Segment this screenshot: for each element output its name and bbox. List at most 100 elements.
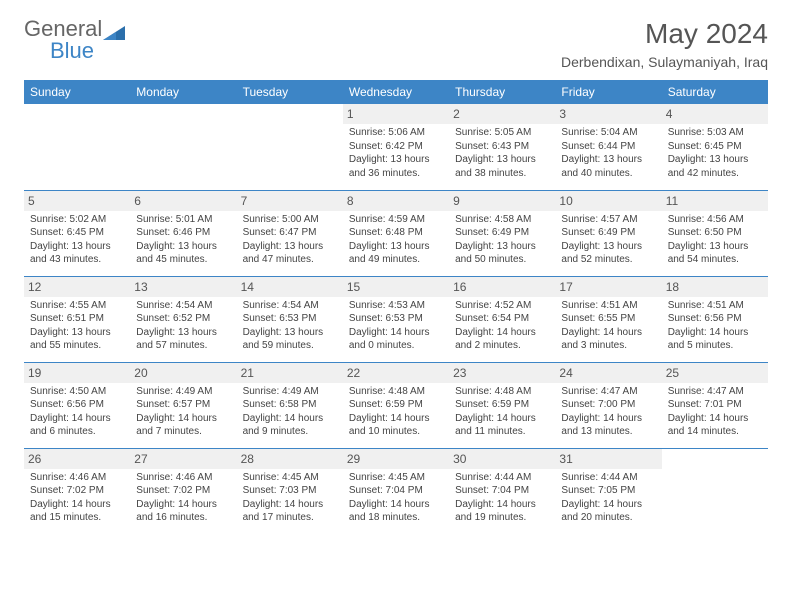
cell-sunset: Sunset: 6:59 PM xyxy=(349,398,443,412)
logo-triangle-icon xyxy=(103,24,125,40)
calendar-cell: 14 Sunrise: 4:54 AMSunset: 6:53 PMDayligh… xyxy=(237,276,343,362)
cell-sunset: Sunset: 6:53 PM xyxy=(243,312,337,326)
weekday-header: Friday xyxy=(555,80,661,104)
cell-sunrise: Sunrise: 5:00 AM xyxy=(243,213,337,227)
calendar-cell: 25 Sunrise: 4:47 AMSunset: 7:01 PMDayligh… xyxy=(662,362,768,448)
cell-sunrise: Sunrise: 4:57 AM xyxy=(561,213,655,227)
calendar-cell: 28Sunrise: 4:45 AMSunset: 7:03 PMDayligh… xyxy=(237,448,343,534)
cell-sunrise: Sunrise: 4:51 AM xyxy=(668,299,762,313)
cell-sunset: Sunset: 7:01 PM xyxy=(668,398,762,412)
cell-sunrise: Sunrise: 5:06 AM xyxy=(349,126,443,140)
logo: GeneralBlue xyxy=(24,18,125,62)
cell-sunrise: Sunrise: 5:04 AM xyxy=(561,126,655,140)
cell-sunrise: Sunrise: 4:45 AM xyxy=(243,471,337,485)
cell-daylight: Daylight: 14 hours and 3 minutes. xyxy=(561,326,655,353)
cell-sunset: Sunset: 6:50 PM xyxy=(668,226,762,240)
calendar-cell: 10Sunrise: 4:57 AMSunset: 6:49 PMDayligh… xyxy=(555,190,661,276)
cell-daylight: Daylight: 13 hours and 54 minutes. xyxy=(668,240,762,267)
day-number: 19 xyxy=(24,363,130,383)
cell-sunrise: Sunrise: 4:54 AM xyxy=(243,299,337,313)
calendar-table: SundayMondayTuesdayWednesdayThursdayFrid… xyxy=(24,80,768,534)
cell-sunrise: Sunrise: 4:47 AM xyxy=(561,385,655,399)
cell-daylight: Daylight: 14 hours and 13 minutes. xyxy=(561,412,655,439)
cell-sunrise: Sunrise: 4:58 AM xyxy=(455,213,549,227)
logo-text-general: General xyxy=(24,18,102,40)
day-number: 2 xyxy=(449,104,555,124)
cell-sunrise: Sunrise: 4:46 AM xyxy=(30,471,124,485)
cell-daylight: Daylight: 13 hours and 42 minutes. xyxy=(668,153,762,180)
cell-sunset: Sunset: 6:53 PM xyxy=(349,312,443,326)
cell-sunset: Sunset: 6:45 PM xyxy=(30,226,124,240)
calendar-body: 1 Sunrise: 5:06 AMSunset: 6:42 PM Daylight… xyxy=(24,104,768,534)
cell-daylight: Daylight: 14 hours and 11 minutes. xyxy=(455,412,549,439)
cell-sunrise: Sunrise: 4:59 AM xyxy=(349,213,443,227)
cell-daylight: Daylight: 14 hours and 14 minutes. xyxy=(668,412,762,439)
cell-daylight: Daylight: 13 hours and 50 minutes. xyxy=(455,240,549,267)
cell-sunrise: Sunrise: 4:47 AM xyxy=(668,385,762,399)
cell-sunrise: Sunrise: 4:51 AM xyxy=(561,299,655,313)
cell-daylight: Daylight: 13 hours and 55 minutes. xyxy=(30,326,124,353)
cell-daylight: Daylight: 14 hours and 15 minutes. xyxy=(30,498,124,525)
cell-sunset: Sunset: 6:42 PM xyxy=(349,140,443,154)
calendar-cell: 1Sunrise: 5:06 AMSunset: 6:42 PMDaylight… xyxy=(343,104,449,190)
cell-sunset: Sunset: 6:46 PM xyxy=(136,226,230,240)
cell-sunset: Sunset: 7:05 PM xyxy=(561,484,655,498)
cell-daylight: Daylight: 13 hours and 52 minutes. xyxy=(561,240,655,267)
day-number: 21 xyxy=(237,363,343,383)
cell-daylight: Daylight: 14 hours and 18 minutes. xyxy=(349,498,443,525)
weekday-header: Tuesday xyxy=(237,80,343,104)
day-number: 14 xyxy=(237,277,343,297)
day-number: 18 xyxy=(662,277,768,297)
cell-sunrise: Sunrise: 5:05 AM xyxy=(455,126,549,140)
day-number: 9 xyxy=(449,191,555,211)
day-number: 8 xyxy=(343,191,449,211)
calendar-cell: 27Sunrise: 4:46 AMSunset: 7:02 PMDayligh… xyxy=(130,448,236,534)
cell-sunrise: Sunrise: 4:48 AM xyxy=(349,385,443,399)
day-number: 25 xyxy=(662,363,768,383)
calendar-cell: 9 Sunrise: 4:58 AMSunset: 6:49 PMDaylight… xyxy=(449,190,555,276)
weekday-header: Wednesday xyxy=(343,80,449,104)
day-number: 11 xyxy=(662,191,768,211)
calendar-header-row: SundayMondayTuesdayWednesdayThursdayFrid… xyxy=(24,80,768,104)
calendar-cell xyxy=(237,104,343,190)
day-number: 24 xyxy=(555,363,661,383)
calendar-cell: 15Sunrise: 4:53 AMSunset: 6:53 PMDayligh… xyxy=(343,276,449,362)
cell-sunrise: Sunrise: 4:55 AM xyxy=(30,299,124,313)
day-number: 31 xyxy=(555,449,661,469)
cell-sunrise: Sunrise: 4:45 AM xyxy=(349,471,443,485)
cell-sunset: Sunset: 7:04 PM xyxy=(349,484,443,498)
cell-sunrise: Sunrise: 4:49 AM xyxy=(243,385,337,399)
cell-sunset: Sunset: 6:49 PM xyxy=(455,226,549,240)
cell-sunset: Sunset: 6:44 PM xyxy=(561,140,655,154)
cell-daylight: Daylight: 13 hours and 59 minutes. xyxy=(243,326,337,353)
day-number: 30 xyxy=(449,449,555,469)
calendar-cell: 22Sunrise: 4:48 AMSunset: 6:59 PMDayligh… xyxy=(343,362,449,448)
cell-sunset: Sunset: 6:56 PM xyxy=(30,398,124,412)
calendar-cell: 31 Sunrise: 4:44 AMSunset: 7:05 PMDayligh… xyxy=(555,448,661,534)
day-number: 17 xyxy=(555,277,661,297)
calendar-cell: 19Sunrise: 4:50 AMSunset: 6:56 PMDayligh… xyxy=(24,362,130,448)
calendar-cell: 23Sunrise: 4:48 AMSunset: 6:59 PMDayligh… xyxy=(449,362,555,448)
cell-daylight: Daylight: 14 hours and 6 minutes. xyxy=(30,412,124,439)
cell-sunset: Sunset: 6:48 PM xyxy=(349,226,443,240)
calendar-cell: 17Sunrise: 4:51 AMSunset: 6:55 PMDayligh… xyxy=(555,276,661,362)
cell-daylight: Daylight: 14 hours and 7 minutes. xyxy=(136,412,230,439)
cell-daylight: Daylight: 13 hours and 43 minutes. xyxy=(30,240,124,267)
calendar-cell: 7Sunrise: 5:00 AMSunset: 6:47 PMDaylight… xyxy=(237,190,343,276)
cell-daylight: Daylight: 14 hours and 20 minutes. xyxy=(561,498,655,525)
cell-daylight: Daylight: 13 hours and 47 minutes. xyxy=(243,240,337,267)
cell-sunset: Sunset: 6:45 PM xyxy=(668,140,762,154)
cell-sunset: Sunset: 6:56 PM xyxy=(668,312,762,326)
calendar-cell xyxy=(24,104,130,190)
cell-sunrise: Sunrise: 5:01 AM xyxy=(136,213,230,227)
day-number: 20 xyxy=(130,363,236,383)
cell-daylight: Daylight: 13 hours and 45 minutes. xyxy=(136,240,230,267)
day-number: 1 xyxy=(343,104,449,124)
cell-sunset: Sunset: 6:51 PM xyxy=(30,312,124,326)
cell-sunrise: Sunrise: 4:44 AM xyxy=(561,471,655,485)
cell-sunset: Sunset: 6:47 PM xyxy=(243,226,337,240)
cell-daylight: Daylight: 14 hours and 2 minutes. xyxy=(455,326,549,353)
cell-sunset: Sunset: 6:59 PM xyxy=(455,398,549,412)
cell-sunset: Sunset: 7:02 PM xyxy=(136,484,230,498)
cell-daylight: Daylight: 13 hours and 57 minutes. xyxy=(136,326,230,353)
